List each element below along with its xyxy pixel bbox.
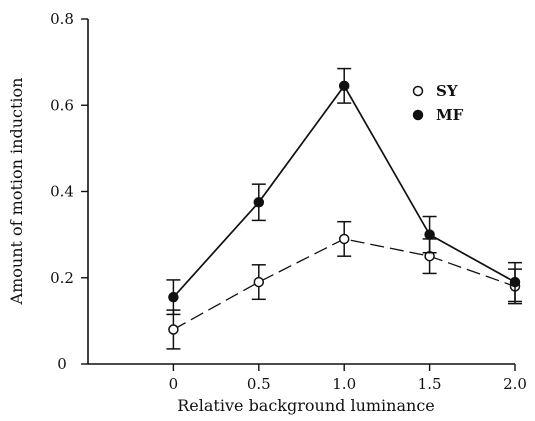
y-tick-label: 0.2 bbox=[50, 269, 74, 287]
x-tick-label: 1.0 bbox=[332, 375, 356, 393]
y-tick-label: 0 bbox=[57, 355, 67, 373]
y-tick-label: 0.4 bbox=[50, 183, 74, 201]
data-point bbox=[168, 291, 179, 303]
y-tick-label: 0.8 bbox=[50, 10, 74, 28]
x-tick-label: 0 bbox=[169, 375, 179, 393]
data-point bbox=[424, 229, 435, 240]
axes: 0 0.2 0.4 0.6 0.8 0 0.5 1.0 1.5 2.0 bbox=[50, 10, 527, 393]
legend-marker bbox=[412, 109, 424, 121]
series-mf bbox=[166, 67, 522, 316]
legend-label: SY bbox=[436, 82, 458, 100]
x-tick-label: 1.5 bbox=[418, 375, 442, 393]
data-point bbox=[168, 324, 179, 335]
legend-label: MF bbox=[436, 106, 464, 124]
series-sy bbox=[166, 220, 522, 350]
y-tick-label: 0.6 bbox=[50, 96, 74, 114]
legend-marker bbox=[412, 85, 424, 97]
y-axis-label: Amount of motion induction bbox=[7, 78, 26, 306]
x-tick-label: 0.5 bbox=[247, 375, 271, 393]
data-point bbox=[253, 197, 265, 208]
data-point bbox=[253, 276, 265, 288]
data-point bbox=[338, 233, 350, 245]
series-layer bbox=[166, 67, 522, 350]
data-point bbox=[509, 276, 521, 288]
legend: SY MF bbox=[412, 82, 464, 124]
data-point bbox=[338, 80, 350, 92]
x-axis-label: Relative background luminance bbox=[177, 396, 435, 415]
series-line bbox=[172, 84, 516, 298]
x-tick-label: 2.0 bbox=[503, 375, 527, 393]
